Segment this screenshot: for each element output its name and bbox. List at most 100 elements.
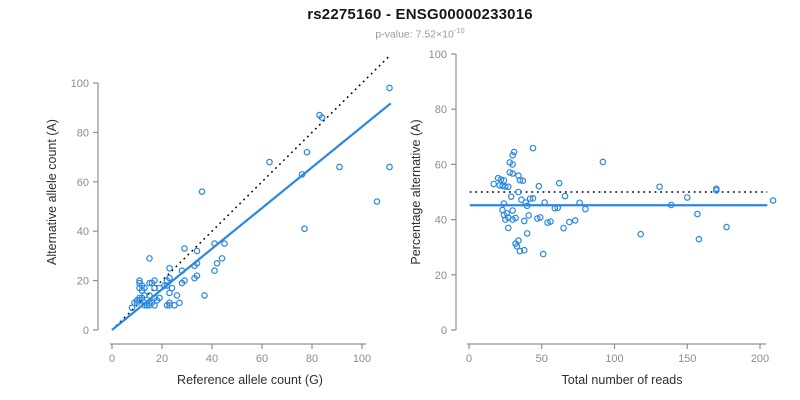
data-point [161,282,168,289]
x-tick-label: 200 [751,353,769,365]
data-point [166,289,173,297]
data-point [695,235,703,243]
data-point [769,197,777,204]
x-tick-label: 0 [109,353,115,365]
data-point [138,294,146,302]
data-point [163,282,171,289]
data-point [576,199,583,207]
data-point [490,180,498,188]
data-point [713,187,720,194]
data-point [303,148,311,156]
data-point [141,301,148,309]
data-point [525,212,532,219]
y-axis-title: Alternative allele count (A) [45,119,59,265]
data-point [523,202,531,210]
x-tick-label: 40 [206,353,218,365]
y-tick-label: 100 [429,49,447,61]
data-point [506,169,514,176]
data-point [198,188,206,195]
data-point [582,205,589,213]
y-tick-label: 40 [77,226,89,238]
data-point [516,247,524,255]
data-point [515,237,522,244]
data-point [667,201,675,209]
data-point [211,267,218,275]
data-point [373,198,381,205]
data-point [221,240,228,247]
data-point [178,267,186,275]
data-point [510,148,518,156]
data-point [504,224,512,232]
y-tick-label: 80 [77,127,89,139]
data-point [499,182,506,190]
data-point [336,163,343,171]
page-subtitle: p-value: 7.52×10-10 [40,26,800,41]
x-axis-title: Total number of reads [562,373,683,387]
data-point [181,277,188,284]
data-point [571,217,579,224]
data-point [509,161,516,168]
data-point [171,301,178,309]
data-point [509,170,516,177]
y-tick-label: 60 [77,177,89,189]
data-point [151,284,158,292]
data-point [136,277,143,284]
data-point [560,224,567,232]
data-point [561,192,569,200]
data-point [683,194,691,201]
page-title: rs2275160 - ENSG00000233016 [307,6,533,23]
data-point [551,204,559,212]
x-axis-title: Reference allele count (G) [177,373,323,387]
x-tick-label: 100 [605,353,623,365]
data-point [191,274,198,282]
data-point [386,84,393,92]
data-point [509,151,516,159]
data-point [298,171,306,178]
data-point [146,279,153,287]
x-tick-label: 80 [306,353,318,365]
data-point [191,262,198,270]
data-point [166,299,173,307]
data-point [526,195,534,202]
data-point [513,243,521,250]
data-point [535,182,543,190]
y-axis-title: Percentage alternative (A) [409,119,423,264]
data-point [502,183,509,190]
data-point [153,297,161,304]
data-point [656,183,663,191]
data-point [151,301,158,309]
data-point [166,264,173,272]
data-point [500,200,508,207]
x-tick-label: 100 [353,353,371,365]
x-tick-label: 60 [256,353,268,365]
y-tick-label: 0 [83,325,89,337]
data-point [146,255,153,262]
data-point [529,144,537,152]
data-point [534,215,541,222]
data-point [539,250,547,258]
data-point [148,279,156,287]
data-point [555,179,563,187]
y-tick-label: 20 [77,276,89,288]
data-point [193,247,201,255]
y-tick-label: 80 [435,104,447,116]
x-tick-label: 20 [156,353,168,365]
fit-line [111,102,392,331]
x-tick-label: 0 [466,353,472,365]
data-point [143,301,151,309]
identity-line [111,55,391,331]
data-point [301,225,308,233]
data-point [536,214,544,221]
data-point [509,207,516,214]
data-point [554,204,562,212]
y-tick-label: 60 [435,159,447,171]
data-point [544,219,551,226]
data-point [128,304,136,312]
data-point [496,182,503,189]
data-point [541,199,548,206]
data-point [529,195,537,202]
data-point [499,206,506,214]
plot-header: rs2275160 - ENSG00000233016 p-value: 7.5… [40,6,800,41]
